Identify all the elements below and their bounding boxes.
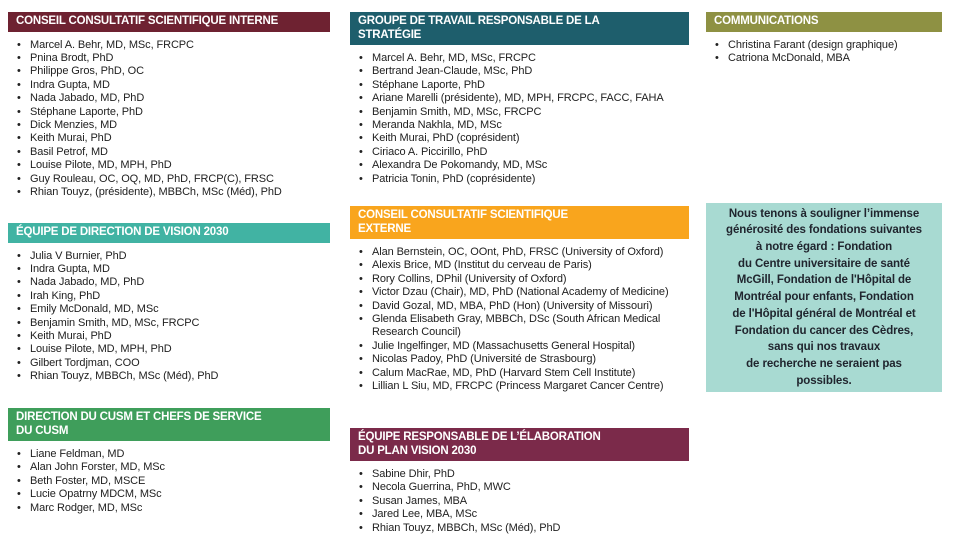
list-item: Keith Murai, PhD (coprésident) <box>358 132 689 146</box>
section-header-communications: COMMUNICATIONS <box>706 12 942 32</box>
section-equipe-plan-vision-2030: ÉQUIPE RESPONSABLE DE L’ÉLABORATION DU P… <box>350 428 689 535</box>
list-item: Rory Collins, DPhil (University of Oxfor… <box>358 273 689 287</box>
section-direction-cusm: DIRECTION DU CUSM ET CHEFS DE SERVICE DU… <box>8 408 330 515</box>
list-item: Beth Foster, MD, MSCE <box>16 475 330 489</box>
member-list-groupe-travail: Marcel A. Behr, MD, MSc, FRCPCBertrand J… <box>350 52 689 186</box>
section-groupe-travail-strategie: GROUPE DE TRAVAIL RESPONSABLE DE LA STRA… <box>350 12 689 186</box>
section-conseil-interne: CONSEIL CONSULTATIF SCIENTIFIQUE INTERNE… <box>8 12 330 200</box>
acknowledgement-text: Nous tenons à souligner l’immense généro… <box>726 207 922 387</box>
member-list-communications: Christina Farant (design graphique)Catri… <box>706 39 942 66</box>
list-item: Keith Murai, PhD <box>16 330 330 344</box>
list-item: Basil Petrof, MD <box>16 146 330 160</box>
list-item: Dick Menzies, MD <box>16 119 330 133</box>
list-item: Lillian L Siu, MD, FRCPC (Princess Marga… <box>358 380 689 394</box>
list-item: Lucie Opatrny MDCM, MSc <box>16 488 330 502</box>
list-item: Sabine Dhir, PhD <box>358 468 689 482</box>
list-item: Marcel A. Behr, MD, MSc, FRCPC <box>358 52 689 66</box>
list-item: Guy Rouleau, OC, OQ, MD, PhD, FRCP(C), F… <box>16 173 330 187</box>
list-item: Victor Dzau (Chair), MD, PhD (National A… <box>358 286 689 300</box>
list-item: Jared Lee, MBA, MSc <box>358 508 689 522</box>
list-item: Pnina Brodt, PhD <box>16 52 330 66</box>
member-list-direction-cusm: Liane Feldman, MDAlan John Forster, MD, … <box>8 448 330 515</box>
list-item: Julie Ingelfinger, MD (Massachusetts Gen… <box>358 340 689 354</box>
list-item: Alexandra De Pokomandy, MD, MSc <box>358 159 689 173</box>
list-item: Ariane Marelli (présidente), MD, MPH, FR… <box>358 92 689 106</box>
list-item: Benjamin Smith, MD, MSc, FRCPC <box>16 317 330 331</box>
section-header-direction-cusm: DIRECTION DU CUSM ET CHEFS DE SERVICE DU… <box>8 408 330 441</box>
list-item: Susan James, MBA <box>358 495 689 509</box>
list-item: Glenda Elisabeth Gray, MBBCh, DSc (South… <box>358 313 689 340</box>
list-item: Alan Bernstein, OC, OOnt, PhD, FRSC (Uni… <box>358 246 689 260</box>
list-item: Keith Murai, PhD <box>16 132 330 146</box>
list-item: Gilbert Tordjman, COO <box>16 357 330 371</box>
list-item: Rhian Touyz, MBBCh, MSc (Méd), PhD <box>358 522 689 536</box>
section-header-groupe-travail: GROUPE DE TRAVAIL RESPONSABLE DE LA STRA… <box>350 12 689 45</box>
list-item: Nicolas Padoy, PhD (Université de Strasb… <box>358 353 689 367</box>
section-conseil-externe: CONSEIL CONSULTATIF SCIENTIFIQUE EXTERNE… <box>350 206 689 394</box>
list-item: Calum MacRae, MD, PhD (Harvard Stem Cell… <box>358 367 689 381</box>
member-list-equipe-direction: Julia V Burnier, PhDIndra Gupta, MDNada … <box>8 250 330 384</box>
list-item: Philippe Gros, PhD, OC <box>16 65 330 79</box>
list-item: Stéphane Laporte, PhD <box>16 106 330 120</box>
list-item: Alexis Brice, MD (Institut du cerveau de… <box>358 259 689 273</box>
list-item: Christina Farant (design graphique) <box>714 39 942 53</box>
member-list-equipe-plan: Sabine Dhir, PhDNecola Guerrina, PhD, MW… <box>350 468 689 535</box>
member-list-conseil-interne: Marcel A. Behr, MD, MSc, FRCPCPnina Brod… <box>8 39 330 200</box>
list-item: Indra Gupta, MD <box>16 263 330 277</box>
list-item: Rhian Touyz, MBBCh, MSc (Méd), PhD <box>16 370 330 384</box>
list-item: Louise Pilote, MD, MPH, PhD <box>16 343 330 357</box>
list-item: Meranda Nakhla, MD, MSc <box>358 119 689 133</box>
list-item: Liane Feldman, MD <box>16 448 330 462</box>
list-item: Marcel A. Behr, MD, MSc, FRCPC <box>16 39 330 53</box>
section-header-conseil-externe: CONSEIL CONSULTATIF SCIENTIFIQUE EXTERNE <box>350 206 689 239</box>
list-item: Alan John Forster, MD, MSc <box>16 461 330 475</box>
list-item: Rhian Touyz, (présidente), MBBCh, MSc (M… <box>16 186 330 200</box>
list-item: David Gozal, MD, MBA, PhD (Hon) (Univers… <box>358 300 689 314</box>
list-item: Ciriaco A. Piccirillo, PhD <box>358 146 689 160</box>
list-item: Catriona McDonald, MBA <box>714 52 942 66</box>
member-list-conseil-externe: Alan Bernstein, OC, OOnt, PhD, FRSC (Uni… <box>350 246 689 394</box>
list-item: Patricia Tonin, PhD (coprésidente) <box>358 173 689 187</box>
list-item: Nada Jabado, MD, PhD <box>16 276 330 290</box>
list-item: Necola Guerrina, PhD, MWC <box>358 481 689 495</box>
list-item: Julia V Burnier, PhD <box>16 250 330 264</box>
list-item: Irah King, PhD <box>16 290 330 304</box>
acknowledgement-box: Nous tenons à souligner l’immense généro… <box>706 203 942 392</box>
section-header-equipe-plan: ÉQUIPE RESPONSABLE DE L’ÉLABORATION DU P… <box>350 428 689 461</box>
list-item: Marc Rodger, MD, MSc <box>16 502 330 516</box>
list-item: Louise Pilote, MD, MPH, PhD <box>16 159 330 173</box>
list-item: Bertrand Jean-Claude, MSc, PhD <box>358 65 689 79</box>
section-communications: COMMUNICATIONS Christina Farant (design … <box>706 12 942 66</box>
list-item: Indra Gupta, MD <box>16 79 330 93</box>
section-equipe-direction-vision-2030: ÉQUIPE DE DIRECTION DE VISION 2030 Julia… <box>8 223 330 384</box>
section-header-equipe-direction: ÉQUIPE DE DIRECTION DE VISION 2030 <box>8 223 330 243</box>
list-item: Nada Jabado, MD, PhD <box>16 92 330 106</box>
list-item: Emily McDonald, MD, MSc <box>16 303 330 317</box>
section-header-conseil-interne: CONSEIL CONSULTATIF SCIENTIFIQUE INTERNE <box>8 12 330 32</box>
list-item: Benjamin Smith, MD, MSc, FRCPC <box>358 106 689 120</box>
list-item: Stéphane Laporte, PhD <box>358 79 689 93</box>
